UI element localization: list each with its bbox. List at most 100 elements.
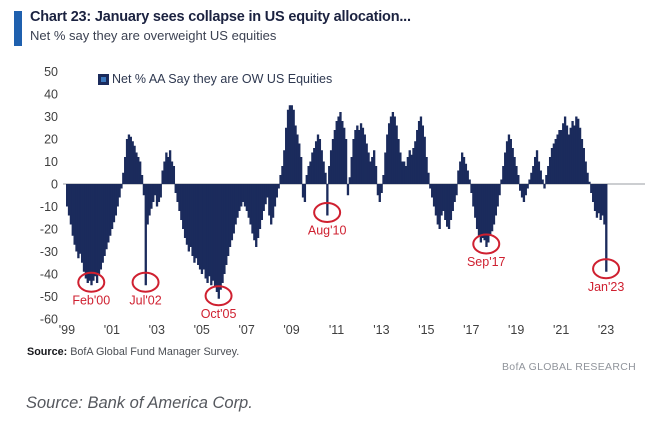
source-text: BofA Global Fund Manager Survey. [67, 346, 240, 358]
bar [185, 184, 189, 245]
bar [520, 184, 524, 198]
bar [174, 184, 177, 193]
chart-subtitle: Net % say they are overweight US equitie… [30, 28, 277, 43]
bar [109, 184, 112, 236]
bar [116, 184, 119, 207]
bar [311, 152, 314, 184]
bar [483, 184, 486, 241]
bar [236, 184, 239, 218]
bar [436, 184, 439, 225]
chart-title: Chart 23: January sees collapse in US eq… [30, 9, 411, 25]
bar [217, 184, 220, 299]
bar [182, 184, 185, 229]
bar [513, 157, 516, 184]
bar [582, 148, 585, 184]
bar [402, 161, 406, 184]
y-tick-label: 40 [44, 88, 58, 102]
bar [573, 125, 576, 184]
bar [346, 184, 350, 196]
bar [198, 184, 202, 270]
bar [88, 184, 91, 281]
bar [496, 184, 499, 207]
bar [228, 184, 232, 247]
bar [425, 157, 428, 184]
bar [519, 184, 522, 191]
bar [187, 184, 190, 252]
bar [314, 141, 318, 184]
bar [150, 184, 153, 209]
bar [374, 166, 378, 184]
x-tick-label: '21 [553, 323, 569, 337]
bar [112, 184, 116, 223]
bar [82, 184, 86, 272]
bar [541, 179, 544, 184]
bar [453, 184, 456, 202]
bar [359, 123, 363, 184]
annotation-label: Sep'17 [467, 255, 506, 269]
bar [101, 184, 104, 263]
bar [494, 184, 497, 216]
bar [326, 184, 329, 216]
bar [253, 184, 256, 241]
bar [114, 184, 117, 216]
bar [475, 184, 479, 229]
bar [434, 184, 438, 216]
bar [159, 184, 162, 198]
bar [438, 184, 441, 229]
bar [243, 184, 247, 207]
bar [105, 184, 108, 250]
bar [221, 184, 224, 283]
bar [490, 184, 494, 232]
y-tick-label: -40 [40, 268, 58, 282]
x-tick-label: '23 [598, 323, 614, 337]
annotation-circle [313, 202, 342, 223]
annotation-circle [204, 285, 233, 307]
bar [129, 136, 132, 184]
bar [597, 184, 600, 214]
bar [335, 121, 338, 184]
bar [245, 184, 249, 211]
bar [120, 184, 123, 189]
bar [99, 184, 103, 270]
bar [127, 134, 131, 184]
bar [197, 184, 200, 265]
bar [528, 179, 531, 184]
bar [320, 150, 323, 184]
bar [500, 179, 503, 184]
bar [429, 184, 432, 189]
bar [558, 130, 561, 184]
bar [343, 127, 346, 184]
bar [71, 184, 74, 236]
title-accent-bar [14, 11, 22, 46]
bar [266, 184, 269, 198]
bar [511, 148, 514, 184]
bar [533, 157, 537, 184]
bar [294, 125, 297, 184]
bar [210, 184, 213, 286]
bar [547, 166, 550, 184]
annotation-label: Jan'23 [588, 280, 624, 294]
bar [94, 184, 97, 277]
bar [356, 125, 359, 184]
bar [575, 116, 578, 184]
bar [373, 150, 376, 184]
annotation-circle [77, 271, 106, 293]
bar [75, 184, 78, 252]
bar [223, 184, 226, 274]
bar [530, 172, 533, 184]
y-tick-label: 0 [51, 178, 58, 192]
bar [451, 184, 454, 211]
bar [283, 150, 286, 184]
bar [142, 184, 146, 196]
bar [122, 172, 125, 184]
bar [212, 184, 215, 281]
bar [344, 139, 348, 184]
bar [532, 166, 535, 184]
bar [455, 184, 458, 196]
bar [560, 130, 563, 184]
bar [279, 175, 282, 184]
bar [474, 184, 477, 218]
bar [507, 134, 511, 184]
annotation-circle [472, 233, 501, 255]
